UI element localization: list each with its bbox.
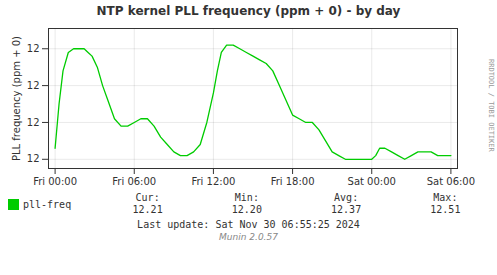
html-text:Last update: Sat Nov 30 06:55:: Last update: Sat Nov 30 06:55:25 2024 <box>137 219 360 230</box>
svg-text:Sat 00:00: Sat 00:00 <box>348 176 396 187</box>
html-text:NTP kernel PLL frequency (ppm: NTP kernel PLL frequency (ppm + 0) - by … <box>96 4 401 18</box>
html-text:Max:: Max: <box>433 192 458 203</box>
html-text:Cur:: Cur: <box>135 192 160 203</box>
svg-text:Fri 00:00: Fri 00:00 <box>33 176 77 187</box>
html-text:Munin 2.0.57: Munin 2.0.57 <box>219 232 278 242</box>
html-text:12.37: 12.37 <box>331 204 362 215</box>
svg-text:12: 12 <box>27 117 40 128</box>
html-text:Avg:: Avg: <box>334 192 359 203</box>
html-text:RRDTOOL / TOBI OETIKER: RRDTOOL / TOBI OETIKER <box>487 58 495 152</box>
html-text:pll-freq: pll-freq <box>23 198 72 210</box>
svg-text:Fri 18:00: Fri 18:00 <box>271 176 315 187</box>
svg-text:Fri 12:00: Fri 12:00 <box>191 176 235 187</box>
svg-text:12: 12 <box>27 43 40 54</box>
html-text:Min:: Min: <box>234 192 259 203</box>
svg-text:12: 12 <box>27 80 40 91</box>
html-text:12.51: 12.51 <box>430 204 461 215</box>
html-text:12.20: 12.20 <box>231 204 262 215</box>
svg-text:Fri 06:00: Fri 06:00 <box>112 176 156 187</box>
svg-text:12: 12 <box>27 153 40 164</box>
svg-text:PLL frequency (ppm + 0): PLL frequency (ppm + 0) <box>11 36 22 161</box>
svg-text:Sat 06:00: Sat 06:00 <box>427 176 475 187</box>
html-text:12.21: 12.21 <box>132 204 163 215</box>
